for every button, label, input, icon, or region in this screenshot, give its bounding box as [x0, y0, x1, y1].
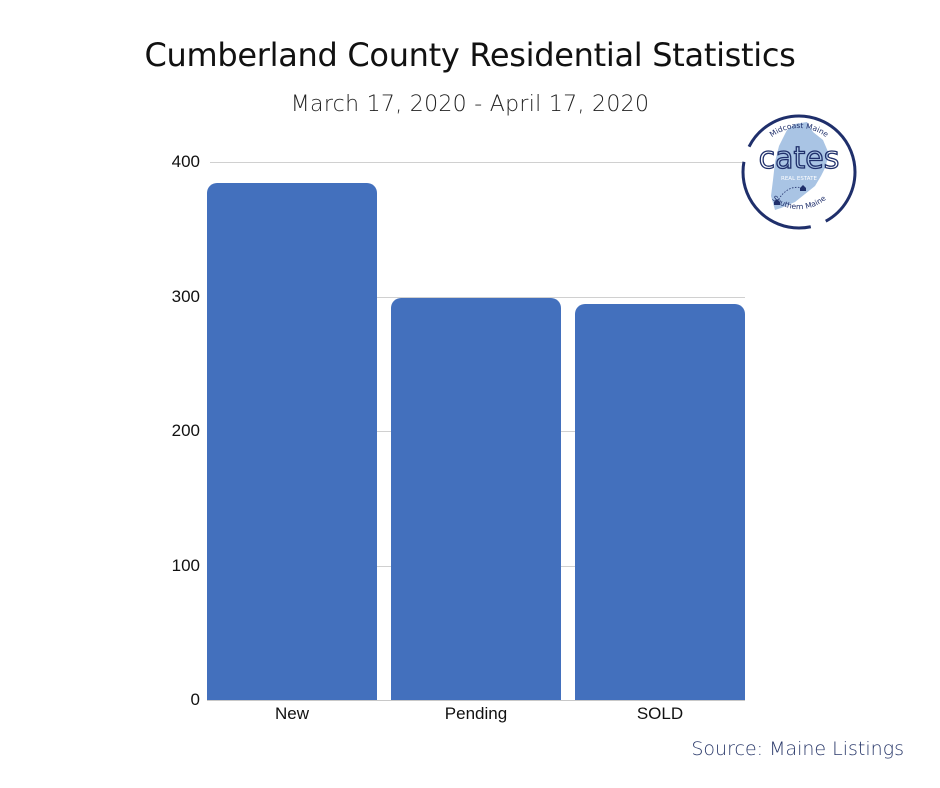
x-label-pending: Pending [444, 704, 508, 723]
maine-map-icon [771, 122, 829, 210]
source-note: Source: Maine Listings [691, 738, 904, 760]
y-tick-400: 400 [171, 152, 200, 171]
y-tick-200: 200 [171, 421, 200, 440]
logo-tagline: REAL ESTATE [781, 176, 817, 182]
logo-brand-text: cates [759, 141, 840, 176]
chart-subtitle: March 17, 2020 - April 17, 2020 [290, 92, 650, 117]
gridline-400 [210, 162, 745, 163]
x-label-sold: SOLD [636, 704, 684, 723]
y-tick-300: 300 [171, 287, 200, 306]
house-icon [800, 185, 806, 191]
gridline-300 [210, 297, 745, 298]
bar-new [207, 183, 377, 700]
logo-graphic: Midcoast Maine Southern Maine cates REAL… [741, 114, 857, 230]
x-label-new: New [274, 704, 309, 723]
y-tick-0: 0 [190, 690, 200, 709]
y-tick-100: 100 [171, 556, 200, 575]
x-axis-line [207, 700, 745, 701]
cates-logo: Midcoast Maine Southern Maine cates REAL… [737, 110, 861, 234]
chart-title: Cumberland County Residential Statistics [144, 36, 796, 74]
bar-pending [391, 298, 561, 700]
house-icon [774, 199, 780, 205]
bar-sold [575, 304, 745, 700]
logo-ring [741, 114, 857, 230]
